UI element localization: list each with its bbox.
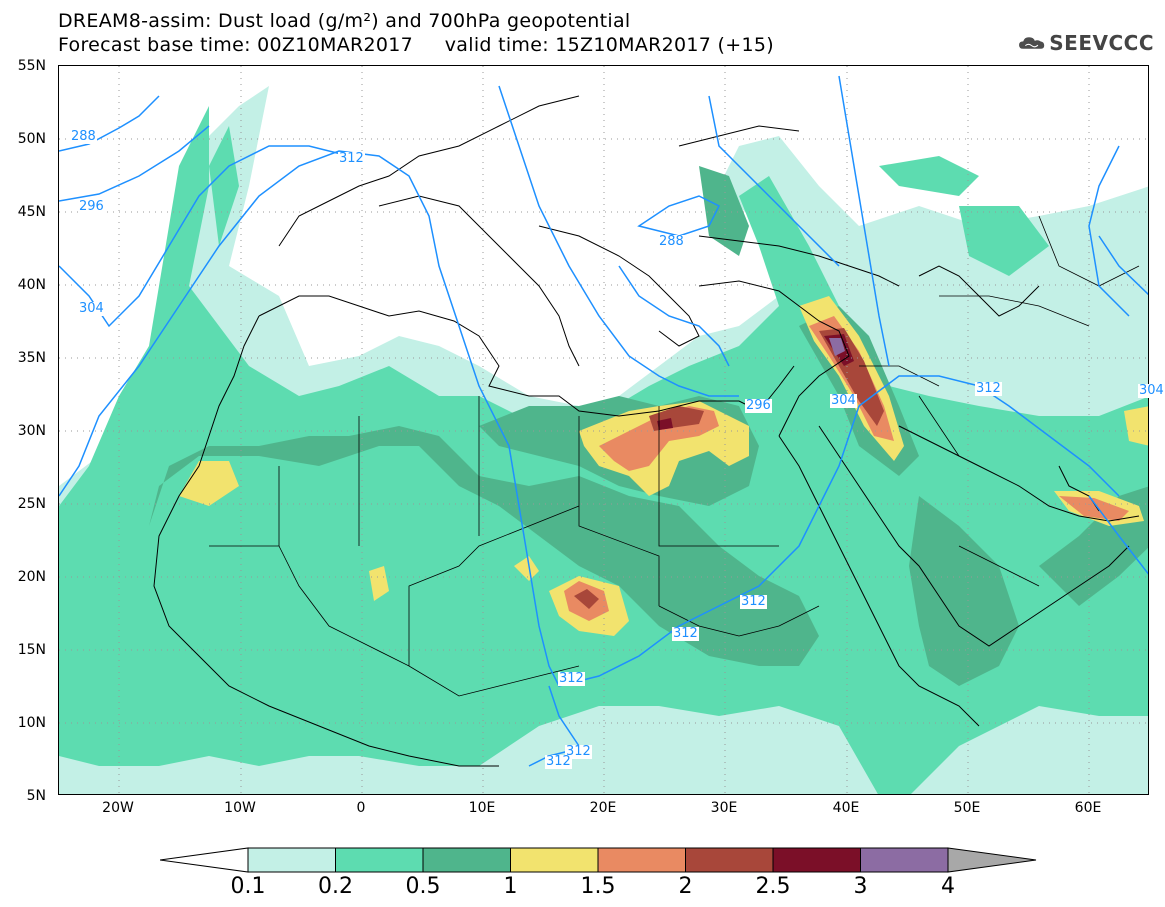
colorbar-label: 2 bbox=[678, 874, 693, 899]
lat-label: 40N bbox=[17, 277, 46, 293]
lon-label: 0 bbox=[356, 800, 366, 816]
lat-label: 55N bbox=[17, 58, 46, 74]
map-title: DREAM8-assim: Dust load (g/m²) and 700hP… bbox=[58, 10, 631, 32]
lon-label: 40E bbox=[832, 800, 860, 816]
geopotential-contours bbox=[59, 75, 1148, 767]
cloud-icon bbox=[1019, 37, 1045, 49]
contour-label: 312 bbox=[672, 626, 699, 641]
colorbar-cell bbox=[685, 847, 774, 873]
colorbar-label: 2.5 bbox=[755, 874, 791, 899]
colorbar-label: 3 bbox=[853, 874, 868, 899]
dust-load-map bbox=[59, 66, 1148, 794]
country-borders bbox=[209, 215, 1140, 697]
lat-label: 20N bbox=[17, 569, 46, 585]
colorbar-cell bbox=[247, 847, 336, 873]
seevccc-logo: SEEVCCC bbox=[1018, 26, 1154, 60]
forecast-time-line: Forecast base time: 00Z10MAR2017 valid t… bbox=[58, 34, 774, 56]
lat-label: 30N bbox=[17, 423, 46, 439]
contour-label: 312 bbox=[558, 671, 585, 686]
colorbar-cell bbox=[335, 847, 424, 873]
lon-label: 20E bbox=[589, 800, 617, 816]
contour-label: 288 bbox=[70, 129, 97, 144]
colorbar-label: 0.2 bbox=[318, 874, 353, 899]
lon-label: 30E bbox=[710, 800, 738, 816]
lon-label: 60E bbox=[1074, 800, 1102, 816]
lat-label: 25N bbox=[17, 496, 46, 512]
dust-field-purple bbox=[829, 338, 845, 356]
lat-label: 45N bbox=[17, 204, 46, 220]
contour-label: 304 bbox=[1138, 383, 1165, 398]
colorbar-label: 1.5 bbox=[580, 874, 616, 899]
colorbar-label: 1 bbox=[503, 874, 518, 899]
colorbar-cell bbox=[860, 847, 949, 873]
contour-label: 288 bbox=[658, 234, 685, 249]
contour-label: 312 bbox=[975, 381, 1002, 396]
lon-label: 50E bbox=[953, 800, 981, 816]
lon-label: 10E bbox=[468, 800, 496, 816]
contour-label: 312 bbox=[740, 594, 767, 609]
colorbar-cell bbox=[510, 847, 599, 873]
lat-label: 35N bbox=[17, 350, 46, 366]
colorbar bbox=[160, 847, 1037, 873]
colorbar-label: 4 bbox=[941, 874, 955, 899]
contour-label: 296 bbox=[745, 398, 772, 413]
colorbar-right-arrow bbox=[947, 847, 1037, 873]
lon-label: 10W bbox=[224, 800, 256, 816]
colorbar-cell bbox=[772, 847, 861, 873]
colorbar-left-arrow bbox=[160, 847, 249, 873]
logo-text: SEEVCCC bbox=[1049, 31, 1154, 55]
lat-label: 10N bbox=[17, 715, 46, 731]
colorbar-cell bbox=[597, 847, 686, 873]
lat-label: 15N bbox=[17, 642, 46, 658]
colorbar-label: 0.1 bbox=[230, 874, 266, 899]
lat-label: 5N bbox=[26, 788, 46, 804]
lon-label: 20W bbox=[102, 800, 134, 816]
contour-label: 304 bbox=[78, 301, 105, 316]
contour-label: 312 bbox=[545, 754, 572, 769]
contour-label: 304 bbox=[830, 393, 857, 408]
colorbar-cell bbox=[422, 847, 511, 873]
map-area bbox=[58, 65, 1149, 795]
lat-label: 50N bbox=[17, 131, 46, 147]
colorbar-label: 0.5 bbox=[405, 874, 441, 899]
contour-label: 296 bbox=[78, 199, 105, 214]
contour-label: 312 bbox=[338, 151, 365, 166]
